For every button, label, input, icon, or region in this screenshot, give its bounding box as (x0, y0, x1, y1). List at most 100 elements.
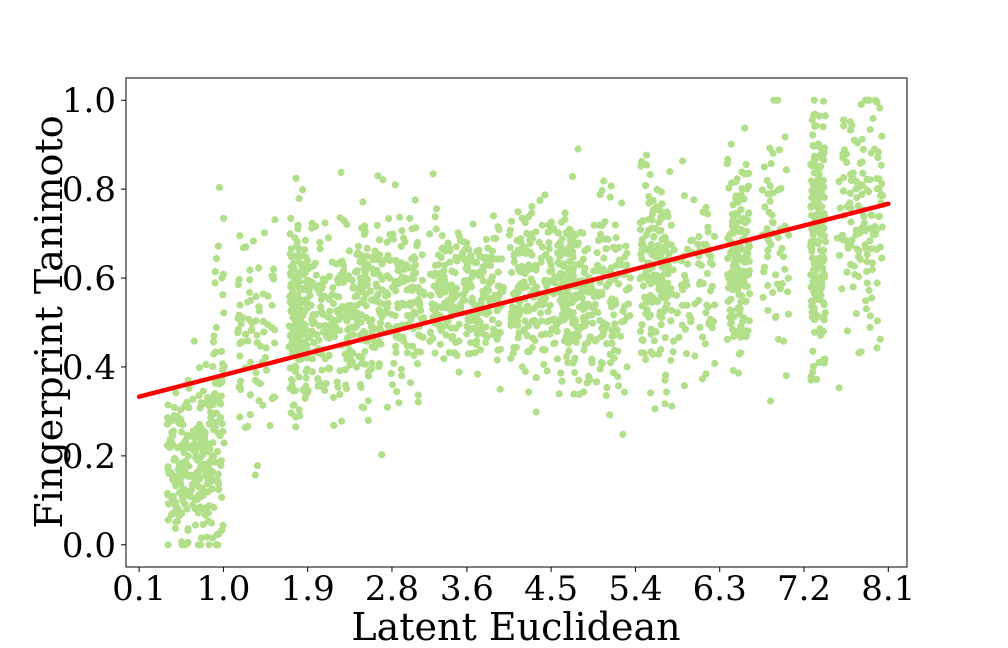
scatter-point (336, 326, 344, 335)
x-tick-label: 0.1 (112, 569, 166, 609)
scatter-point (642, 231, 651, 239)
scatter-point (390, 359, 398, 367)
scatter-point (636, 275, 644, 283)
scatter-point (285, 322, 293, 330)
scatter-point (741, 282, 749, 290)
scatter-point (172, 506, 180, 514)
scatter-point (606, 411, 614, 419)
scatter-point (618, 199, 626, 207)
scatter-point (553, 355, 562, 363)
scatter-point (375, 363, 383, 371)
scatter-point (847, 241, 855, 249)
scatter-point (236, 377, 245, 385)
x-tick-label: 2.8 (365, 569, 419, 609)
scatter-point (253, 339, 261, 347)
scatter-point (429, 170, 437, 178)
scatter-point (201, 463, 209, 471)
scatter-point (863, 250, 871, 259)
scatter-point (211, 423, 219, 431)
scatter-point (482, 338, 490, 347)
scatter-point (605, 279, 613, 287)
scatter-point (499, 287, 507, 295)
scatter-point (493, 335, 501, 343)
scatter-point (821, 238, 830, 246)
scatter-point (329, 393, 338, 402)
scatter-point (301, 246, 309, 254)
scatter-point (294, 225, 302, 233)
scatter-point (211, 458, 219, 466)
scatter-point (667, 356, 675, 364)
scatter-point (446, 258, 454, 266)
scatter-point (515, 305, 523, 313)
scatter-point (521, 317, 529, 325)
scatter-point (661, 376, 669, 384)
trend-line (136, 201, 891, 399)
scatter-point (536, 309, 545, 317)
scatter-point (784, 274, 792, 282)
scatter-point (479, 287, 487, 295)
scatter-point (214, 429, 222, 437)
scatter-point (321, 219, 329, 227)
scatter-point (291, 367, 299, 376)
scatter-point (325, 295, 333, 304)
scatter-point (177, 428, 186, 436)
scatter-point (731, 228, 739, 236)
scatter-point (650, 233, 658, 241)
scatter-point (724, 284, 733, 292)
scatter-point (206, 445, 214, 453)
scatter-point (728, 268, 736, 276)
scatter-point (664, 213, 672, 221)
scatter-point (678, 321, 686, 329)
scatter-point (321, 386, 329, 394)
scatter-point (733, 175, 741, 183)
scatter-point (361, 347, 369, 356)
scatter-point (295, 195, 303, 203)
scatter-point (878, 254, 886, 262)
scatter-point (642, 355, 650, 364)
scatter-point (767, 397, 775, 405)
scatter-point (335, 274, 343, 282)
scatter-point (821, 112, 829, 120)
scatter-point (652, 328, 660, 336)
scatter-point (695, 280, 704, 288)
scatter-point (706, 287, 715, 295)
scatter-point (850, 262, 858, 270)
scatter-point (813, 375, 821, 383)
scatter-point (475, 318, 483, 326)
scatter-point (447, 324, 455, 332)
scatter-point (412, 224, 420, 232)
scatter-point (491, 291, 499, 299)
scatter-point (581, 340, 589, 348)
scatter-point (372, 280, 380, 288)
scatter-point (164, 516, 172, 524)
scatter-point (352, 322, 361, 331)
scatter-point (412, 269, 420, 277)
scatter-point (291, 336, 299, 344)
scatter-point (809, 278, 817, 286)
scatter-point (346, 361, 354, 369)
scatter-point (598, 324, 606, 332)
scatter-point (414, 398, 422, 406)
scatter-point (556, 252, 564, 260)
scatter-point (655, 218, 663, 227)
scatter-point (723, 335, 731, 343)
scatter-point (573, 323, 581, 331)
scatter-point (512, 343, 521, 352)
scatter-point (835, 384, 843, 392)
scatter-point (593, 378, 601, 386)
scatter-point (337, 168, 345, 176)
scatter-point (508, 268, 516, 277)
scatter-point (355, 352, 363, 360)
scatter-point (526, 236, 534, 244)
scatter-point (700, 240, 708, 249)
scatter-point (255, 397, 263, 405)
scatter-point (455, 337, 463, 345)
scatter-point (649, 294, 658, 302)
scatter-point (529, 334, 537, 342)
scatter-point (580, 388, 588, 396)
scatter-point (675, 333, 683, 341)
scatter-point (649, 196, 657, 205)
scatter-point (618, 261, 626, 269)
scatter-point (357, 318, 365, 326)
scatter-point (745, 317, 753, 325)
